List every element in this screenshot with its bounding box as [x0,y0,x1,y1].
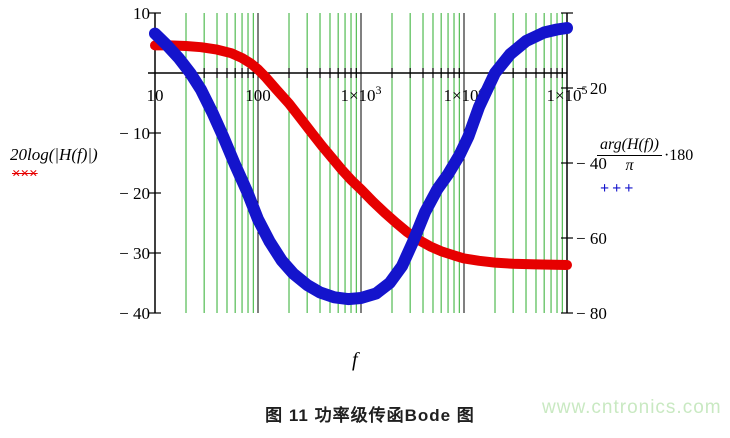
left-axis-tick-label: 10 [133,4,150,23]
left-axis-tick-label: − 30 [119,244,150,263]
magnitude-curve [150,40,572,270]
left-axis-title: 20log(|H(f)|) [10,145,98,164]
right-axis-tick-label: − 40 [576,154,607,173]
x-axis-tick-label: 1×103 [340,83,381,105]
right-axis-fraction: arg(H(f)) π [597,136,662,175]
left-axis-tick-label: − 40 [119,304,150,323]
phase-legend-marker: +++ [600,180,637,197]
magnitude-legend-marker: ××× [12,166,38,182]
left-axis-tick-label: − 20 [119,184,150,203]
x-axis-tick-label: 100 [245,86,271,105]
right-axis-tick-label: − 80 [576,304,607,323]
right-axis-tick-label: − 60 [576,229,607,248]
phase-curve [149,22,573,306]
figure-caption: 图 11 功率级传函Bode 图 [265,406,475,425]
watermark: www.cntronics.com [542,397,722,418]
bode-plot-canvas: 10 − 10 − 20 − 30 − 40 − 20 − 40 − 60 − 80 10 100 1… [119,4,607,323]
right-axis-denominator: π [625,157,634,174]
x-axis-title: f [352,349,358,371]
right-axis-numerator: arg(H(f)) [597,136,662,156]
right-axis-tick-label: − 20 [576,79,607,98]
x-axis-tick-label: 10 [147,86,164,105]
x-axis-tick-label: 1×105 [546,83,587,105]
left-axis-tick-label: − 10 [119,124,150,143]
right-axis-multiplier: ·180 [663,146,694,164]
right-axis-title: arg(H(f)) π ·180 [597,136,693,175]
